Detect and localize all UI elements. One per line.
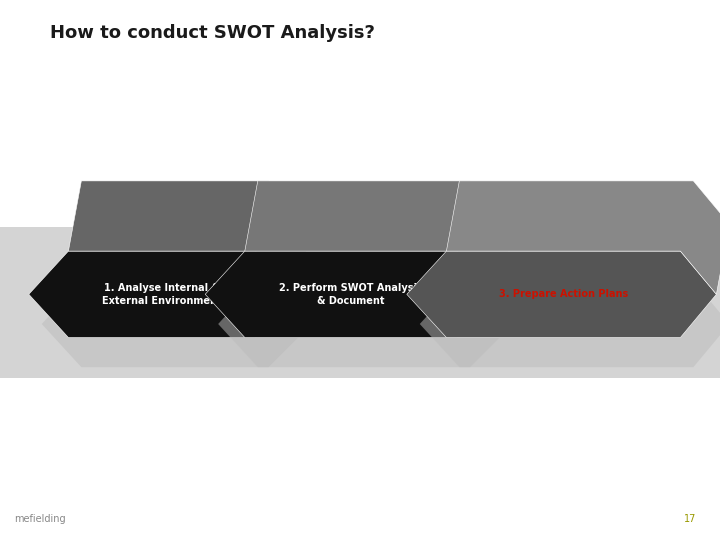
Polygon shape — [68, 181, 312, 294]
Polygon shape — [407, 251, 716, 338]
Polygon shape — [29, 251, 299, 338]
Text: 17: 17 — [684, 514, 696, 524]
Polygon shape — [446, 181, 720, 294]
Polygon shape — [42, 281, 312, 367]
Text: How to conduct SWOT Analysis?: How to conduct SWOT Analysis? — [50, 24, 375, 42]
Polygon shape — [245, 181, 513, 294]
Polygon shape — [205, 251, 500, 338]
Text: mefielding: mefielding — [14, 514, 66, 524]
Text: 1. Analyse Internal &
External Environment: 1. Analyse Internal & External Environme… — [102, 283, 222, 306]
FancyBboxPatch shape — [0, 227, 720, 378]
Text: 2. Perform SWOT Analysis
& Document: 2. Perform SWOT Analysis & Document — [279, 283, 423, 306]
Polygon shape — [420, 281, 720, 367]
Text: 3. Prepare Action Plans: 3. Prepare Action Plans — [499, 289, 628, 299]
Polygon shape — [218, 281, 513, 367]
